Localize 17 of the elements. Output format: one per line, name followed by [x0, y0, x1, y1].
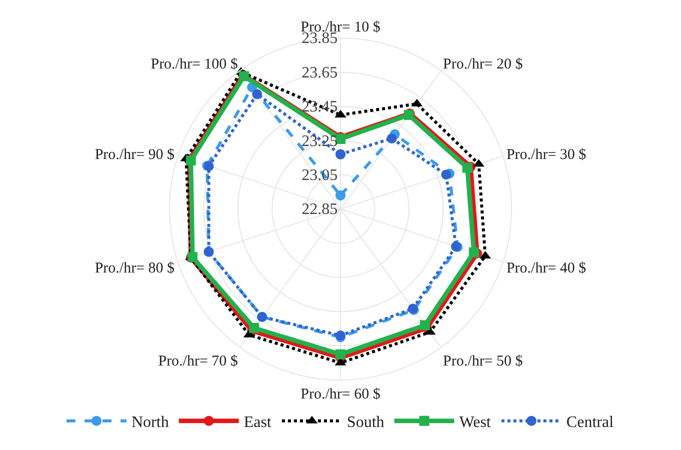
spoke-label: Pro./hr= 20 $ [443, 56, 524, 72]
spoke-label: Pro./hr= 50 $ [443, 353, 524, 370]
legend-label: North [132, 414, 169, 432]
legend-label: Central [566, 414, 614, 432]
legend-label: West [459, 414, 492, 432]
spoke-label: Pro./hr= 100 $ [150, 56, 238, 72]
y-tick-label: 23.05 [302, 167, 338, 184]
y-tick-label: 23.65 [302, 64, 338, 82]
legend-label: East [244, 414, 272, 432]
y-tick-label: 22.85 [302, 201, 338, 218]
spoke-label: Pro./hr= 70 $ [158, 353, 238, 370]
spoke-label: Pro./hr= 60 $ [300, 386, 381, 402]
spoke-label: Pro./hr= 40 $ [506, 260, 587, 277]
legend-label: South [346, 414, 384, 432]
spoke-label: Pro./hr= 30 $ [506, 147, 587, 164]
spoke-label: Pro./hr= 90 $ [94, 147, 176, 164]
spoke-label: Pro./hr= 80 $ [94, 260, 176, 277]
